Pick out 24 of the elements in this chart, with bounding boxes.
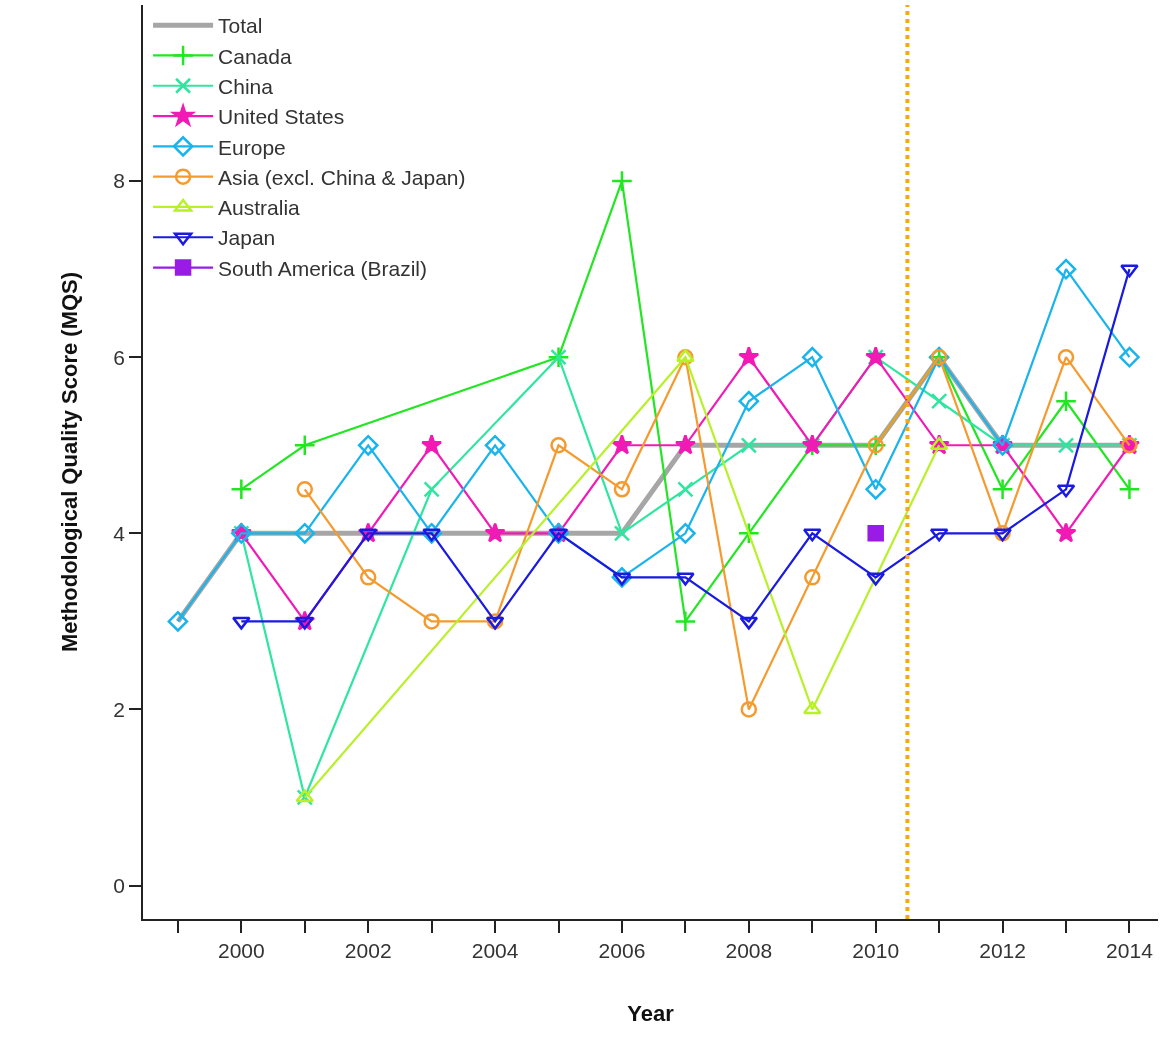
legend-label: China [218,74,274,98]
legend-label: Australia [218,196,301,220]
legend-label: Asia (excl. China & Japan) [218,165,466,189]
legend-label: United States [218,105,345,129]
x-tick-label: 2008 [725,938,773,962]
x-tick-label: 2000 [217,938,265,962]
y-tick-label: 0 [113,873,126,897]
y-tick-label: 8 [113,169,126,193]
y-tick-label: 2 [113,697,126,721]
x-tick-label: 2012 [979,938,1026,962]
x-tick-label: 2004 [471,938,519,962]
x-tick-label: 2002 [344,938,392,962]
x-tick-label: 2006 [598,938,646,962]
legend-label: Canada [218,44,292,68]
legend-label: Total [218,14,263,38]
x-tick-label: 2010 [852,938,900,962]
x-tick-label: 2014 [1106,938,1154,962]
legend-label: Japan [218,226,276,250]
legend-label: South America (Brazil) [218,256,427,280]
y-tick-label: 6 [113,345,126,369]
legend-label: Europe [218,135,286,159]
y-tick-label: 4 [113,521,126,545]
x-axis-title: Year [627,1001,675,1027]
y-axis-title: Methodological Quality Score (MQS) [56,271,82,653]
